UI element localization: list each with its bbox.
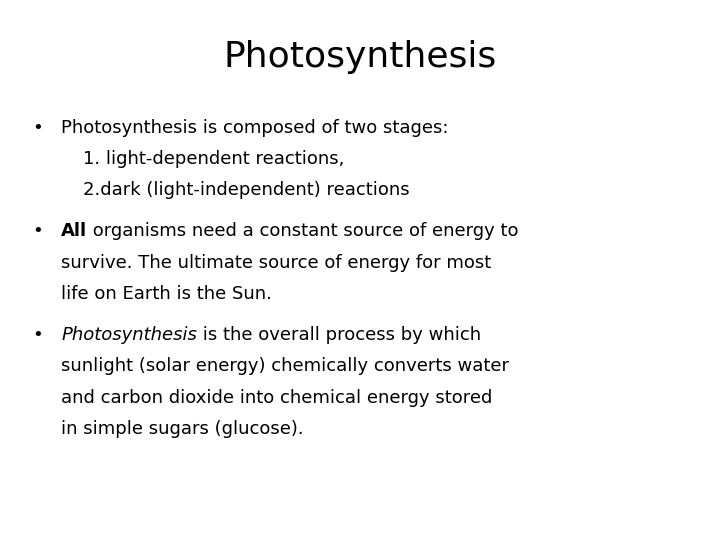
- Text: Photosynthesis is composed of two stages:: Photosynthesis is composed of two stages…: [61, 119, 449, 137]
- Text: •: •: [32, 326, 43, 344]
- Text: survive. The ultimate source of energy for most: survive. The ultimate source of energy f…: [61, 254, 492, 272]
- Text: Photosynthesis: Photosynthesis: [223, 40, 497, 75]
- Text: and carbon dioxide into chemical energy stored: and carbon dioxide into chemical energy …: [61, 389, 492, 407]
- Text: •: •: [32, 222, 43, 240]
- Text: Photosynthesis: Photosynthesis: [61, 326, 197, 344]
- Text: •: •: [32, 119, 43, 137]
- Text: sunlight (solar energy) chemically converts water: sunlight (solar energy) chemically conve…: [61, 357, 509, 375]
- Text: 1. light-dependent reactions,: 1. light-dependent reactions,: [83, 150, 344, 168]
- Text: life on Earth is the Sun.: life on Earth is the Sun.: [61, 285, 272, 303]
- Text: is the overall process by which: is the overall process by which: [197, 326, 481, 344]
- Text: organisms need a constant source of energy to: organisms need a constant source of ener…: [87, 222, 519, 240]
- Text: All: All: [61, 222, 87, 240]
- Text: 2.dark (light-independent) reactions: 2.dark (light-independent) reactions: [83, 181, 410, 199]
- Text: in simple sugars (glucose).: in simple sugars (glucose).: [61, 420, 304, 438]
